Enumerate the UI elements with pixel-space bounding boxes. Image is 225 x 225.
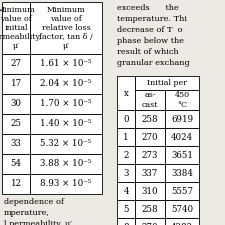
Bar [135,128,165,146]
Text: decrease of T⁣  o: decrease of T⁣ o [117,26,183,34]
Bar [117,146,135,164]
Text: 4282: 4282 [171,223,193,225]
Text: Minimum
value of
initial
permeability,
μ′: Minimum value of initial permeability, μ… [0,6,42,50]
Text: 337: 337 [142,169,158,178]
Bar [2,2,30,54]
Bar [117,200,135,218]
Text: 2.04 × 10⁻⁵: 2.04 × 10⁻⁵ [40,79,92,88]
Bar [30,94,102,114]
Bar [165,200,199,218]
Text: x: x [124,88,128,97]
Text: Initial per: Initial per [147,79,187,87]
Text: temperature. Thi: temperature. Thi [117,15,187,23]
Bar [165,90,199,110]
Bar [30,174,102,194]
Text: 450
°C: 450 °C [174,91,189,109]
Bar [30,2,102,54]
Text: 1.70 × 10⁻⁵: 1.70 × 10⁻⁵ [40,99,92,108]
Text: 33: 33 [11,140,21,148]
Text: 2: 2 [123,151,129,160]
Text: 5.32 × 10⁻⁵: 5.32 × 10⁻⁵ [40,140,92,148]
Bar [165,146,199,164]
Text: 12: 12 [10,180,22,189]
Bar [2,74,30,94]
Bar [135,110,165,128]
Bar [135,164,165,182]
Text: 54: 54 [11,160,22,169]
Bar [2,94,30,114]
Text: result of which: result of which [117,48,179,56]
Text: 8.93 × 10⁻⁵: 8.93 × 10⁻⁵ [40,180,92,189]
Text: 5740: 5740 [171,205,193,214]
Bar [117,164,135,182]
Text: 1.40 × 10⁻⁵: 1.40 × 10⁻⁵ [40,119,92,128]
Text: dependence of: dependence of [4,198,64,206]
Text: Minimum
value of
relative loss
factor, tan δ /
μ′: Minimum value of relative loss factor, t… [39,6,93,50]
Bar [117,218,135,225]
Text: 5557: 5557 [171,187,193,196]
Text: 25: 25 [11,119,22,128]
Text: 27: 27 [11,59,22,68]
Text: 270: 270 [142,133,158,142]
Text: 258: 258 [142,205,158,214]
Text: 3.88 × 10⁻⁵: 3.88 × 10⁻⁵ [40,160,92,169]
Text: 1.61 × 10⁻⁵: 1.61 × 10⁻⁵ [40,59,92,68]
Bar [135,182,165,200]
Bar [30,54,102,74]
Bar [2,114,30,134]
Bar [30,114,102,134]
Bar [135,218,165,225]
Text: 3384: 3384 [171,169,193,178]
Text: 270: 270 [142,223,158,225]
Bar [30,154,102,174]
Text: 258: 258 [142,115,158,124]
Text: 17: 17 [10,79,22,88]
Text: phase below the: phase below the [117,37,184,45]
Bar [165,128,199,146]
Text: 1: 1 [123,133,129,142]
Text: l permeability, μ′,: l permeability, μ′, [4,220,75,225]
Text: 3: 3 [123,169,129,178]
Text: 310: 310 [142,187,158,196]
Text: 3651: 3651 [171,151,193,160]
Text: granular exchang: granular exchang [117,59,190,67]
Bar [117,182,135,200]
Bar [30,134,102,154]
Bar [135,90,165,110]
Text: 5: 5 [123,205,129,214]
Text: mperature,: mperature, [4,209,50,217]
Bar [30,74,102,94]
Text: 8: 8 [123,223,129,225]
Text: 273: 273 [142,151,158,160]
Text: 4024: 4024 [171,133,193,142]
Text: exceeds      the: exceeds the [117,4,179,12]
Bar [165,164,199,182]
Text: 30: 30 [11,99,22,108]
Bar [135,76,199,90]
Bar [117,128,135,146]
Text: as-
cast: as- cast [142,91,158,109]
Text: 0: 0 [123,115,129,124]
Bar [117,110,135,128]
Bar [135,200,165,218]
Bar [135,146,165,164]
Bar [2,54,30,74]
Bar [2,134,30,154]
Bar [165,110,199,128]
Bar [2,174,30,194]
Bar [2,154,30,174]
Text: 6919: 6919 [171,115,193,124]
Bar [117,76,135,110]
Text: 4: 4 [123,187,129,196]
Bar [165,218,199,225]
Bar [165,182,199,200]
